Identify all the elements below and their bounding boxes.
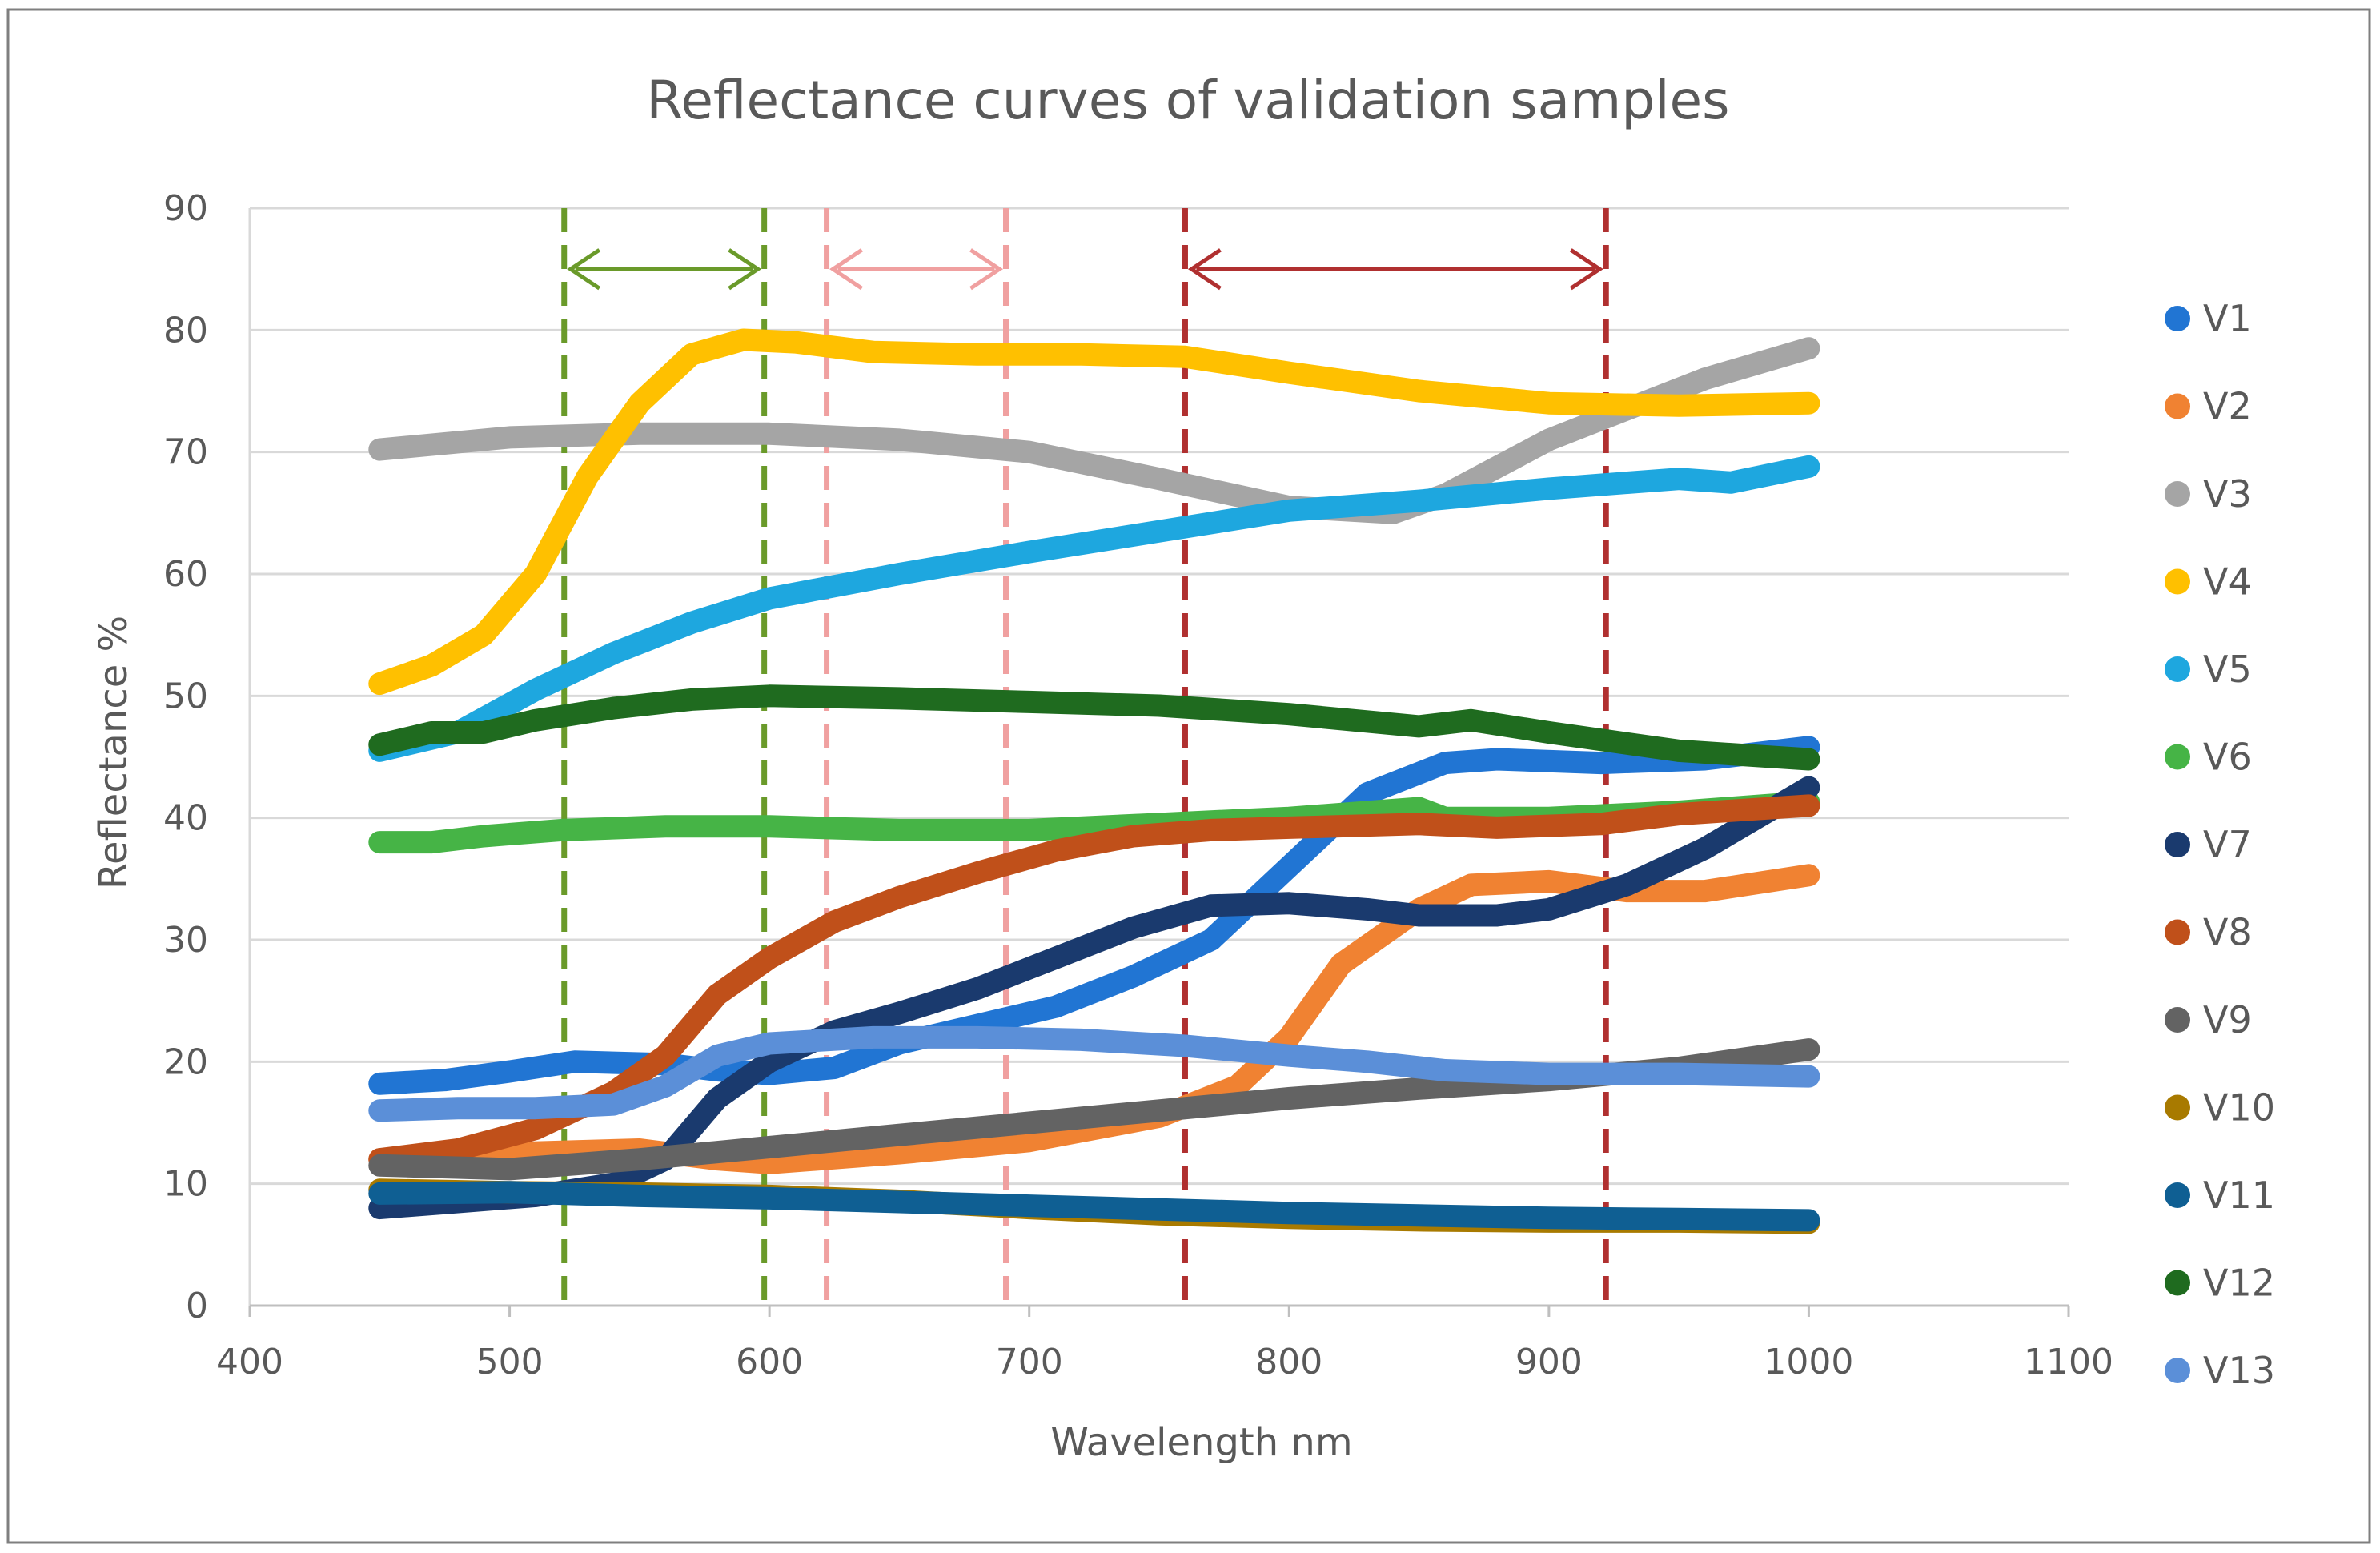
legend-label: V4 xyxy=(2203,560,2252,604)
legend-label: V7 xyxy=(2203,823,2252,866)
series-v11 xyxy=(368,1181,1820,1232)
legend-marker xyxy=(2165,481,2190,507)
band-arrowhead-right xyxy=(1569,248,1603,291)
annotation-layer xyxy=(561,208,1609,1306)
x-tick-label: 1000 xyxy=(1764,1342,1853,1382)
series-v13 xyxy=(368,1025,1820,1122)
legend-label: V6 xyxy=(2203,736,2252,779)
legend-marker xyxy=(2165,1094,2190,1121)
legend-label: V2 xyxy=(2203,385,2252,428)
band-arrowhead-left xyxy=(829,248,863,291)
series-line xyxy=(368,1025,1820,1122)
y-tick-label: 30 xyxy=(163,920,208,961)
legend-marker xyxy=(2165,1182,2190,1208)
x-tick-label: 500 xyxy=(476,1342,544,1382)
series-line xyxy=(368,776,1820,1220)
series-v4 xyxy=(368,328,1820,696)
legend-label: V11 xyxy=(2203,1174,2275,1217)
legend-marker xyxy=(2165,568,2190,595)
series-v8 xyxy=(368,794,1820,1171)
legend-marker xyxy=(2165,1358,2190,1383)
band-arrowhead-left xyxy=(567,248,601,291)
y-tick-label: 10 xyxy=(163,1164,208,1205)
series-layer xyxy=(368,328,1820,1234)
series-line xyxy=(368,455,1820,762)
x-tick-label: 600 xyxy=(736,1342,803,1382)
legend-marker xyxy=(2165,919,2190,945)
legend-marker xyxy=(2165,306,2190,331)
series-line xyxy=(368,794,1820,1171)
legend-label: V10 xyxy=(2203,1086,2275,1130)
y-tick-label: 70 xyxy=(163,432,208,473)
series-line xyxy=(368,1181,1820,1232)
x-tick-label: 900 xyxy=(1515,1342,1583,1382)
tick-layer: 0 10 20 30 40 50 60 70 80 90 400 500 600 700 800 900 100… xyxy=(163,188,2113,1382)
legend-marker xyxy=(2165,1270,2190,1296)
y-tick-label: 40 xyxy=(163,798,208,839)
x-tick-label: 700 xyxy=(996,1342,1063,1382)
series-line xyxy=(368,684,1820,771)
y-tick-label: 50 xyxy=(163,676,208,716)
legend-label: V5 xyxy=(2203,648,2252,691)
x-tick-label: 400 xyxy=(216,1342,283,1382)
y-axis-label: Reflectance % xyxy=(91,616,136,889)
legend-label: V3 xyxy=(2203,472,2252,516)
band-arrowhead-right xyxy=(728,248,762,291)
legend-label: V12 xyxy=(2203,1262,2275,1305)
y-tick-label: 80 xyxy=(163,310,208,351)
legend-marker xyxy=(2165,1007,2190,1033)
legend-marker xyxy=(2165,656,2190,682)
y-tick-label: 60 xyxy=(163,554,208,595)
legend-label: V9 xyxy=(2203,998,2252,1041)
legend-label: V8 xyxy=(2203,911,2252,954)
legend-marker xyxy=(2165,832,2190,857)
y-tick-label: 0 xyxy=(186,1286,208,1326)
chart-title: Reflectance curves of validation samples xyxy=(646,70,1729,131)
y-tick-label: 90 xyxy=(163,188,208,229)
legend-marker xyxy=(2165,393,2190,419)
band-arrowhead-right xyxy=(969,248,1004,291)
x-tick-label: 1100 xyxy=(2024,1342,2113,1382)
y-tick-label: 20 xyxy=(163,1041,208,1082)
chart-frame xyxy=(6,8,2371,1544)
x-axis-label: Wavelength nm xyxy=(1050,1420,1352,1465)
band-arrowhead-left xyxy=(1187,248,1222,291)
series-v7 xyxy=(368,776,1820,1220)
series-line xyxy=(368,328,1820,696)
series-v1 xyxy=(368,736,1820,1095)
series-v12 xyxy=(368,684,1820,771)
series-v5 xyxy=(368,455,1820,762)
legend-label: V13 xyxy=(2203,1349,2275,1392)
series-line xyxy=(368,736,1820,1095)
legend-marker xyxy=(2165,744,2190,770)
legend-label: V1 xyxy=(2203,297,2252,340)
x-tick-label: 800 xyxy=(1255,1342,1322,1382)
legend: V1 V2 V3 V4 V5 V6 V7 V8 V9 V10 V11 V12 V13 xyxy=(2165,297,2275,1392)
